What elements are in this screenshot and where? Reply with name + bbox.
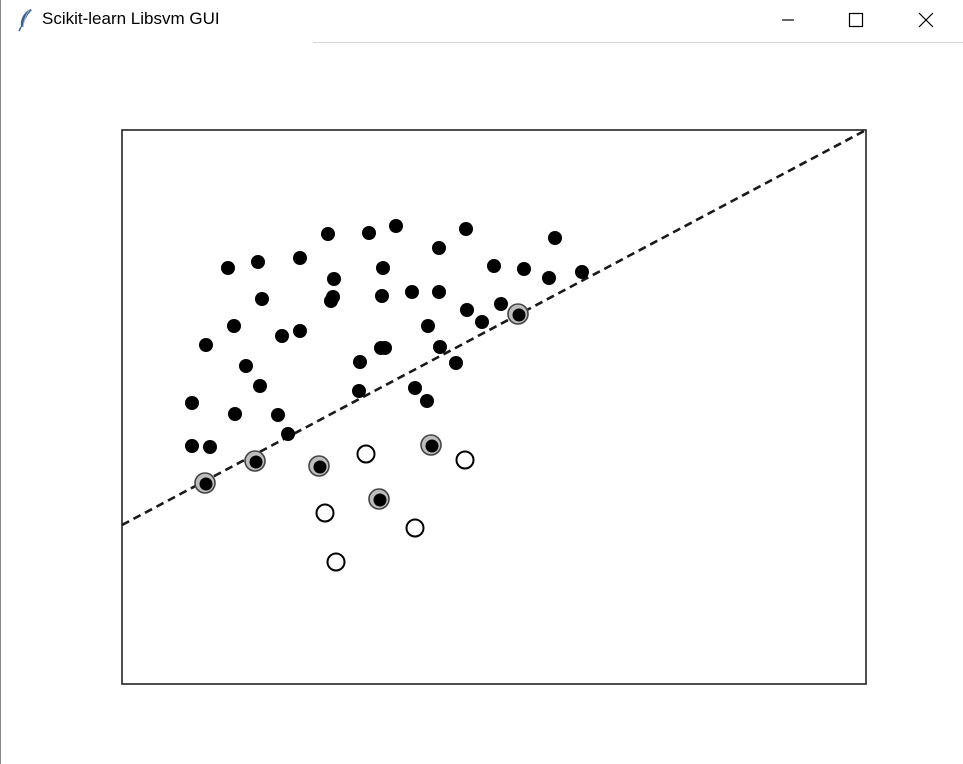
decision-boundary-line [122, 130, 866, 527]
data-point-filled [251, 255, 265, 269]
feather-icon [18, 8, 32, 32]
data-point-filled [293, 324, 307, 338]
plot-canvas-area[interactable] [1, 43, 963, 764]
data-point-filled [275, 329, 289, 343]
maximize-icon [848, 12, 864, 28]
data-point-filled [432, 285, 446, 299]
data-point-filled [221, 261, 235, 275]
data-point-filled [324, 294, 338, 308]
support-vector-dot [512, 308, 526, 322]
data-point-filled [228, 407, 242, 421]
support-vector-dot [313, 460, 327, 474]
data-point-filled [494, 297, 508, 311]
support-vector-point [308, 455, 330, 477]
title-bar[interactable]: Scikit-learn Libsvm GUI [1, 0, 963, 42]
scatter-plot[interactable] [1, 43, 963, 764]
support-vector-point [420, 434, 442, 456]
data-point-filled [185, 396, 199, 410]
data-point-hollow [405, 518, 425, 538]
support-vector-dot [425, 439, 439, 453]
data-point-filled [548, 231, 562, 245]
support-vector-dot [249, 455, 263, 469]
data-point-hollow [455, 450, 475, 470]
data-point-filled [227, 319, 241, 333]
data-point-filled [487, 259, 501, 273]
data-point-filled [475, 315, 489, 329]
support-vector-dot [199, 477, 213, 491]
support-vector-dot [373, 493, 387, 507]
data-point-filled [389, 219, 403, 233]
data-point-filled [408, 381, 422, 395]
support-vector-point [194, 472, 216, 494]
data-point-filled [199, 338, 213, 352]
plot-frame [121, 129, 867, 685]
data-point-filled [203, 440, 217, 454]
data-point-hollow [326, 552, 346, 572]
data-point-filled [420, 394, 434, 408]
data-point-filled [352, 384, 366, 398]
data-point-filled [271, 408, 285, 422]
data-point-filled [375, 289, 389, 303]
data-point-filled [405, 285, 419, 299]
data-point-hollow [356, 444, 376, 464]
support-vector-point [368, 488, 390, 510]
title-separator [313, 42, 963, 43]
window-title: Scikit-learn Libsvm GUI [42, 9, 220, 28]
data-point-filled [432, 241, 446, 255]
data-point-filled [459, 222, 473, 236]
data-point-filled [321, 227, 335, 241]
minimize-icon [782, 19, 794, 21]
data-point-filled [449, 356, 463, 370]
support-vector-point [507, 303, 529, 325]
data-point-filled [575, 265, 589, 279]
data-point-filled [517, 262, 531, 276]
data-point-filled [281, 427, 295, 441]
data-point-filled [460, 303, 474, 317]
data-point-filled [421, 319, 435, 333]
data-point-filled [293, 251, 307, 265]
data-point-filled [353, 355, 367, 369]
close-button[interactable] [903, 0, 949, 40]
data-point-filled [327, 272, 341, 286]
data-point-filled [362, 226, 376, 240]
close-icon [918, 12, 934, 28]
data-point-filled [253, 379, 267, 393]
data-point-hollow [315, 503, 335, 523]
data-point-filled [433, 340, 447, 354]
data-point-filled [378, 341, 392, 355]
data-point-filled [239, 359, 253, 373]
data-point-filled [542, 271, 556, 285]
data-point-filled [255, 292, 269, 306]
support-vector-point [244, 450, 266, 472]
maximize-button[interactable] [833, 0, 879, 40]
minimize-button[interactable] [765, 0, 811, 40]
data-point-filled [376, 261, 390, 275]
data-point-filled [185, 439, 199, 453]
